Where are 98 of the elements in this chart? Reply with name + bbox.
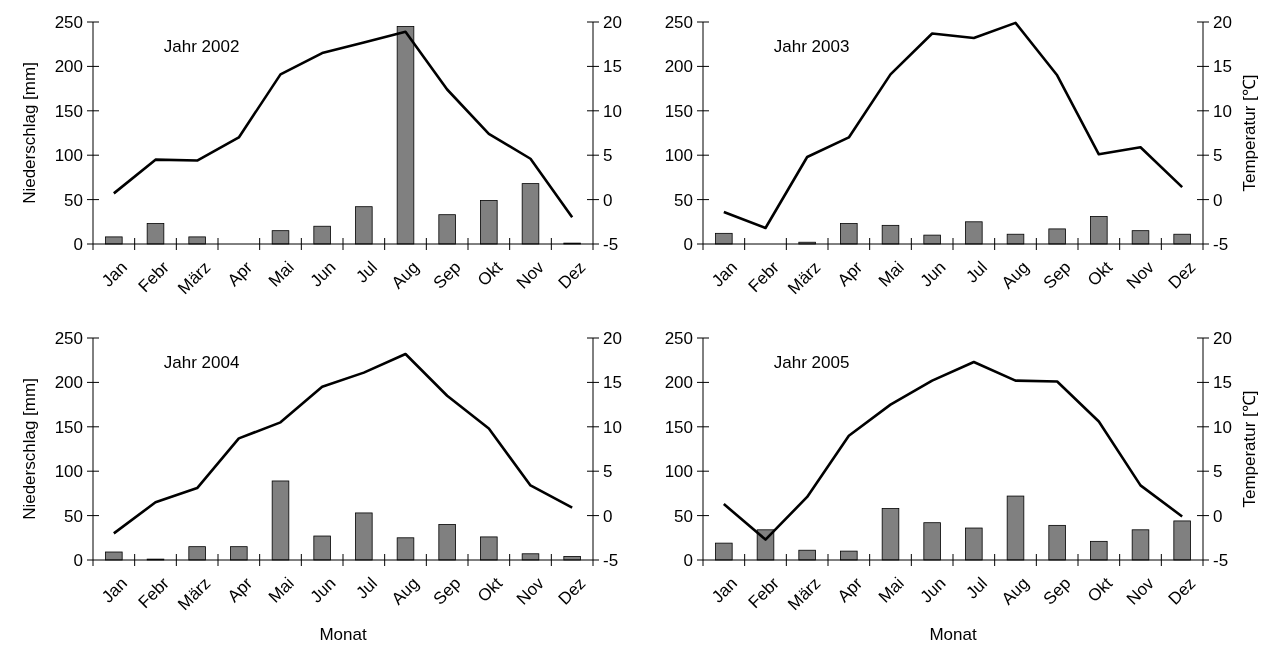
- y-tick-label: 250: [664, 12, 693, 32]
- x-tick-label: Mai: [264, 257, 298, 291]
- x-tick-label: Okt: [473, 573, 507, 606]
- y2-tick-label: 10: [603, 101, 622, 121]
- x-tick-label: Apr: [833, 573, 867, 606]
- x-tick-label: Nov: [512, 257, 549, 293]
- y2-tick-label: 0: [603, 506, 613, 526]
- y2-tick-label: 15: [603, 57, 622, 77]
- x-tick-label: Apr: [223, 573, 257, 606]
- y2-tick-label: 5: [1213, 146, 1223, 166]
- y-tick-label: 200: [664, 373, 693, 393]
- y2-tick-label: 10: [1213, 101, 1232, 121]
- y-tick-label: 100: [664, 146, 693, 166]
- x-tick-label: Sep: [429, 257, 465, 293]
- y2-tick-label: -5: [603, 550, 619, 570]
- y-tick-label: 100: [54, 146, 83, 166]
- x-tick-label: Jan: [708, 573, 742, 607]
- y2-axis-title: Temperatur [℃]: [1240, 390, 1259, 508]
- y2-tick-label: 15: [1213, 373, 1232, 393]
- y2-tick-label: 20: [1213, 12, 1232, 32]
- x-tick-label: Okt: [473, 257, 507, 290]
- y2-tick-label: -5: [603, 234, 619, 254]
- x-tick-label: Jul: [352, 257, 382, 287]
- y2-tick-label: 5: [603, 146, 613, 166]
- y-tick-label: 200: [664, 57, 693, 77]
- x-tick-label: Jul: [352, 573, 382, 603]
- y-axis-title: Niederschlag [mm]: [20, 62, 39, 204]
- y-tick-label: 250: [664, 328, 693, 348]
- y2-tick-label: 20: [603, 12, 622, 32]
- text: Jahr 2005: [773, 353, 850, 372]
- y-tick-label: 50: [674, 190, 693, 210]
- y2-tick-label: 20: [603, 328, 622, 348]
- x-axis-title: Monat: [929, 625, 977, 644]
- y-tick-label: 50: [64, 506, 83, 526]
- x-tick-label: Okt: [1083, 573, 1117, 606]
- x-tick-label: Aug: [997, 257, 1033, 293]
- y-tick-label: 0: [73, 550, 83, 570]
- y-tick-label: 50: [674, 506, 693, 526]
- y-tick-label: 150: [54, 417, 83, 437]
- x-axis-title: Monat: [319, 625, 367, 644]
- y-tick-label: 50: [64, 190, 83, 210]
- y-tick-label: 0: [683, 234, 693, 254]
- x-tick-label: Sep: [1039, 573, 1075, 609]
- y-tick-label: 100: [54, 462, 83, 482]
- x-tick-label: Dez: [1164, 257, 1200, 293]
- x-tick-label: Jun: [916, 257, 950, 291]
- y2-tick-label: 0: [1213, 506, 1223, 526]
- x-tick-label: Apr: [833, 257, 867, 290]
- y2-tick-label: 0: [603, 190, 613, 210]
- y-tick-label: 100: [664, 462, 693, 482]
- y-tick-label: 150: [664, 417, 693, 437]
- y-tick-label: 150: [54, 101, 83, 121]
- y2-tick-label: -5: [1213, 550, 1229, 570]
- x-tick-label: Mai: [264, 573, 298, 607]
- x-tick-label: Okt: [1083, 257, 1117, 290]
- x-tick-label: Nov: [1122, 257, 1159, 293]
- x-tick-label: Jun: [916, 573, 950, 607]
- y-tick-label: 0: [73, 234, 83, 254]
- x-tick-label: Sep: [1039, 257, 1075, 293]
- y2-tick-label: 20: [1213, 328, 1232, 348]
- y2-tick-label: 10: [1213, 417, 1232, 437]
- x-tick-label: Jan: [98, 257, 132, 291]
- y2-tick-label: 10: [603, 417, 622, 437]
- x-tick-label: Jan: [708, 257, 742, 291]
- y-tick-label: 200: [54, 57, 83, 77]
- x-tick-label: Jun: [306, 573, 340, 607]
- y-tick-label: 250: [54, 328, 83, 348]
- y-axis-title: Niederschlag [mm]: [20, 378, 39, 520]
- x-tick-label: Jul: [962, 573, 992, 603]
- y2-axis-title: Temperatur [℃]: [1240, 74, 1259, 192]
- text: Jahr 2002: [163, 37, 240, 56]
- x-tick-label: Jan: [98, 573, 132, 607]
- y2-tick-label: 0: [1213, 190, 1223, 210]
- y-tick-label: 0: [683, 550, 693, 570]
- y2-tick-label: -5: [1213, 234, 1229, 254]
- x-tick-label: Apr: [223, 257, 257, 290]
- y2-tick-label: 15: [603, 373, 622, 393]
- x-tick-label: Nov: [1122, 573, 1159, 609]
- y2-tick-label: 15: [1213, 57, 1232, 77]
- x-tick-label: Dez: [554, 573, 590, 609]
- x-tick-label: Aug: [387, 257, 423, 293]
- y-tick-label: 250: [54, 12, 83, 32]
- text: Jahr 2004: [163, 353, 240, 372]
- y-tick-label: 200: [54, 373, 83, 393]
- x-tick-label: Aug: [387, 573, 423, 609]
- x-tick-label: Aug: [997, 573, 1033, 609]
- text: Jahr 2003: [773, 37, 850, 56]
- x-tick-label: Jul: [962, 257, 992, 287]
- y-tick-label: 150: [664, 101, 693, 121]
- x-tick-label: Nov: [512, 573, 549, 609]
- x-tick-label: Sep: [429, 573, 465, 609]
- x-tick-label: Mai: [874, 257, 908, 291]
- x-tick-label: Jun: [306, 257, 340, 291]
- x-tick-label: Mai: [874, 573, 908, 607]
- y2-tick-label: 5: [1213, 462, 1223, 482]
- x-tick-label: Dez: [1164, 573, 1200, 609]
- y2-tick-label: 5: [603, 462, 613, 482]
- x-tick-label: Dez: [554, 257, 590, 293]
